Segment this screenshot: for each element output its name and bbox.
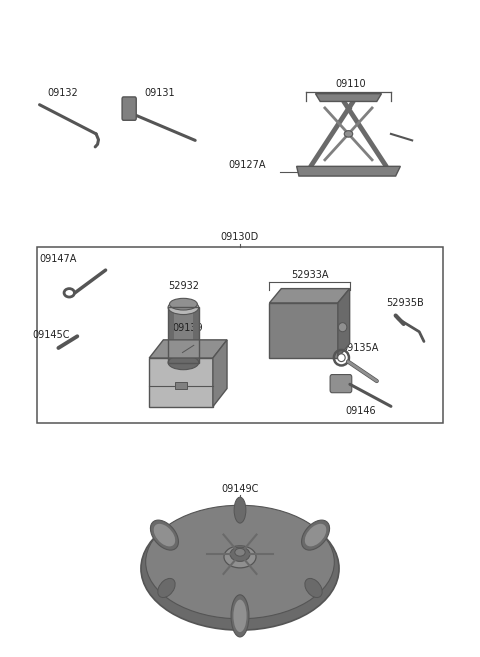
Ellipse shape: [224, 546, 256, 568]
Polygon shape: [338, 288, 349, 358]
Text: 52935B: 52935B: [386, 298, 424, 307]
Ellipse shape: [169, 298, 197, 310]
Text: 09132: 09132: [48, 88, 79, 99]
Text: 09139: 09139: [173, 323, 204, 333]
Text: 09110: 09110: [336, 79, 366, 89]
Text: 09145C: 09145C: [33, 330, 70, 340]
Bar: [37, 248, 443, 422]
Ellipse shape: [338, 323, 347, 332]
Text: 52933A: 52933A: [291, 269, 328, 279]
Polygon shape: [213, 340, 227, 407]
Ellipse shape: [154, 524, 175, 547]
FancyBboxPatch shape: [122, 97, 136, 120]
Ellipse shape: [305, 524, 326, 547]
Ellipse shape: [235, 549, 245, 556]
Polygon shape: [269, 288, 349, 303]
Polygon shape: [269, 303, 338, 358]
Ellipse shape: [168, 355, 199, 370]
Text: 52932: 52932: [168, 281, 199, 291]
Text: 09149C: 09149C: [221, 484, 259, 494]
Bar: [168, 307, 199, 363]
Ellipse shape: [141, 507, 339, 630]
Polygon shape: [297, 166, 400, 176]
Polygon shape: [315, 94, 382, 101]
Polygon shape: [149, 340, 227, 358]
Text: 09131: 09131: [144, 88, 175, 99]
Ellipse shape: [337, 354, 345, 361]
Ellipse shape: [344, 131, 353, 137]
Text: 09146: 09146: [345, 406, 375, 416]
Ellipse shape: [168, 300, 199, 315]
Ellipse shape: [231, 595, 249, 637]
Text: 09130D: 09130D: [221, 232, 259, 242]
Bar: [168, 307, 174, 363]
Ellipse shape: [158, 578, 175, 597]
FancyBboxPatch shape: [330, 374, 352, 393]
Bar: [193, 307, 199, 363]
Bar: [175, 382, 187, 390]
Ellipse shape: [301, 520, 330, 550]
Bar: [168, 307, 199, 363]
Ellipse shape: [233, 600, 247, 632]
Ellipse shape: [305, 578, 322, 597]
Ellipse shape: [145, 505, 335, 619]
Polygon shape: [149, 358, 213, 407]
Text: 09147A: 09147A: [40, 254, 77, 263]
Text: 09127A: 09127A: [228, 160, 266, 170]
Ellipse shape: [150, 520, 179, 550]
Ellipse shape: [230, 547, 250, 561]
Ellipse shape: [234, 497, 246, 523]
Text: 09135A: 09135A: [342, 342, 379, 353]
